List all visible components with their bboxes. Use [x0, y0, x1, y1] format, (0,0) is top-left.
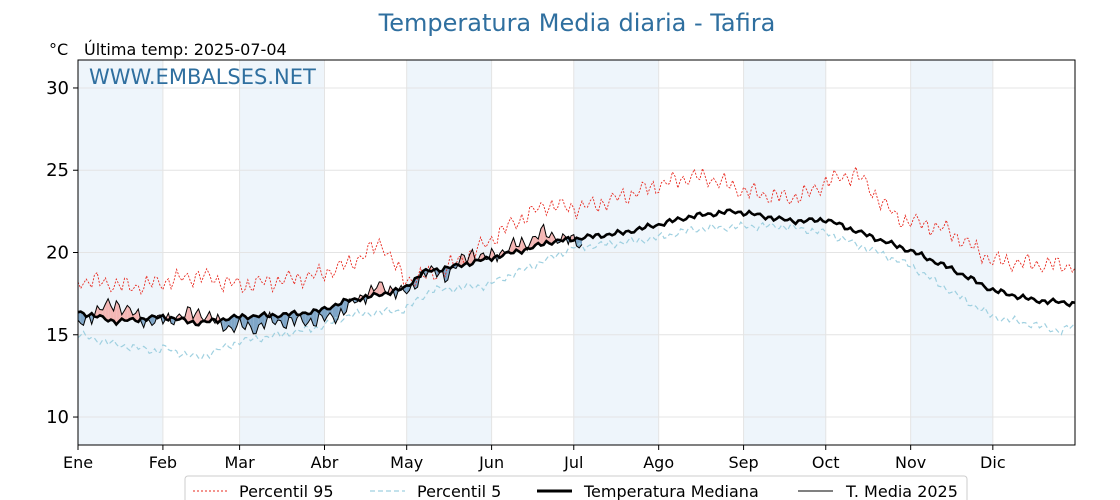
anomaly-below — [261, 312, 265, 329]
x-tick-label: Abr — [311, 453, 339, 472]
anomaly-below — [406, 285, 410, 294]
y-tick-label: 20 — [46, 243, 69, 264]
anomaly-above — [127, 305, 130, 321]
anomaly-above — [195, 308, 199, 326]
anomaly-above — [379, 281, 382, 296]
y-tick-label: 15 — [46, 325, 69, 346]
x-tick-label: Feb — [149, 453, 177, 472]
anomaly-below — [272, 314, 276, 325]
legend-label-median: Temperatura Mediana — [583, 482, 759, 500]
anomaly-below — [223, 318, 226, 332]
y-tick-label: 30 — [46, 78, 69, 99]
anomaly-above — [540, 224, 544, 246]
y-tick-label: 25 — [46, 160, 69, 181]
anomaly-below — [291, 311, 295, 326]
legend-label-p5: Percentil 5 — [417, 482, 501, 500]
anomaly-below — [576, 237, 580, 248]
anomaly-above — [510, 237, 514, 254]
anomaly-below — [343, 299, 347, 315]
anomaly-below — [80, 311, 84, 326]
x-tick-label: May — [390, 453, 423, 472]
x-tick-label: Jul — [563, 453, 583, 472]
anomaly-above — [376, 281, 380, 296]
x-tick-label: Dic — [980, 453, 1006, 472]
anomaly-below — [327, 309, 330, 317]
watermark-text: WWW.EMBALSES.NET — [89, 65, 316, 89]
anomaly-above — [105, 298, 109, 322]
series-media2025-line — [77, 223, 583, 335]
anomaly-above — [110, 305, 114, 321]
series-median-line — [77, 208, 1076, 327]
series-p95-line — [77, 165, 1076, 296]
x-tick-label: Sep — [729, 453, 759, 472]
anomaly-above — [549, 232, 552, 245]
y-tick-label: 10 — [46, 407, 69, 428]
x-tick-label: Ago — [643, 453, 674, 472]
anomaly-below — [283, 313, 287, 329]
anomaly-above — [135, 309, 139, 322]
chart-title: Temperatura Media diaria - Tafira — [378, 9, 776, 37]
last-temp-label: Última temp: 2025-07-04 — [84, 40, 287, 59]
chart-legend: Percentil 95 Percentil 5 Temperatura Med… — [184, 475, 968, 500]
anomaly-below — [414, 277, 418, 290]
legend-label-media2025: T. Media 2025 — [845, 482, 958, 500]
legend-label-p95: Percentil 95 — [239, 482, 334, 500]
anomaly-above — [113, 300, 117, 325]
anomaly-above — [187, 306, 191, 324]
anomaly-below — [324, 307, 328, 322]
anomaly-above — [206, 311, 210, 322]
anomaly-below — [253, 315, 256, 334]
anomaly-below — [305, 312, 309, 326]
anomaly-below — [242, 314, 246, 330]
x-tick-label: Mar — [225, 453, 256, 472]
axis-ticks: 10 15 20 25 30 Ene Feb Mar Abr May Jun Jul Ago Sep Oct… — [46, 78, 1006, 472]
anomaly-below — [579, 238, 582, 248]
anomaly-below — [250, 315, 254, 334]
anomaly-below — [234, 315, 237, 333]
anomaly-above — [116, 300, 120, 325]
anomaly-below — [332, 304, 336, 324]
grid-lines — [77, 60, 1075, 445]
x-tick-label: Jun — [478, 453, 504, 472]
anomaly-below — [225, 319, 229, 330]
anomaly-below — [321, 307, 325, 322]
series-p5-line — [77, 221, 1076, 361]
x-tick-label: Oct — [812, 453, 840, 472]
unit-label: °C — [49, 40, 68, 59]
series-lines — [77, 165, 1076, 361]
x-tick-label: Nov — [895, 453, 926, 472]
x-tick-label: Ene — [63, 453, 93, 472]
anomaly-below — [313, 309, 317, 327]
legend-box — [184, 475, 968, 500]
anomaly-below — [308, 313, 311, 323]
anomaly-below — [256, 316, 259, 334]
